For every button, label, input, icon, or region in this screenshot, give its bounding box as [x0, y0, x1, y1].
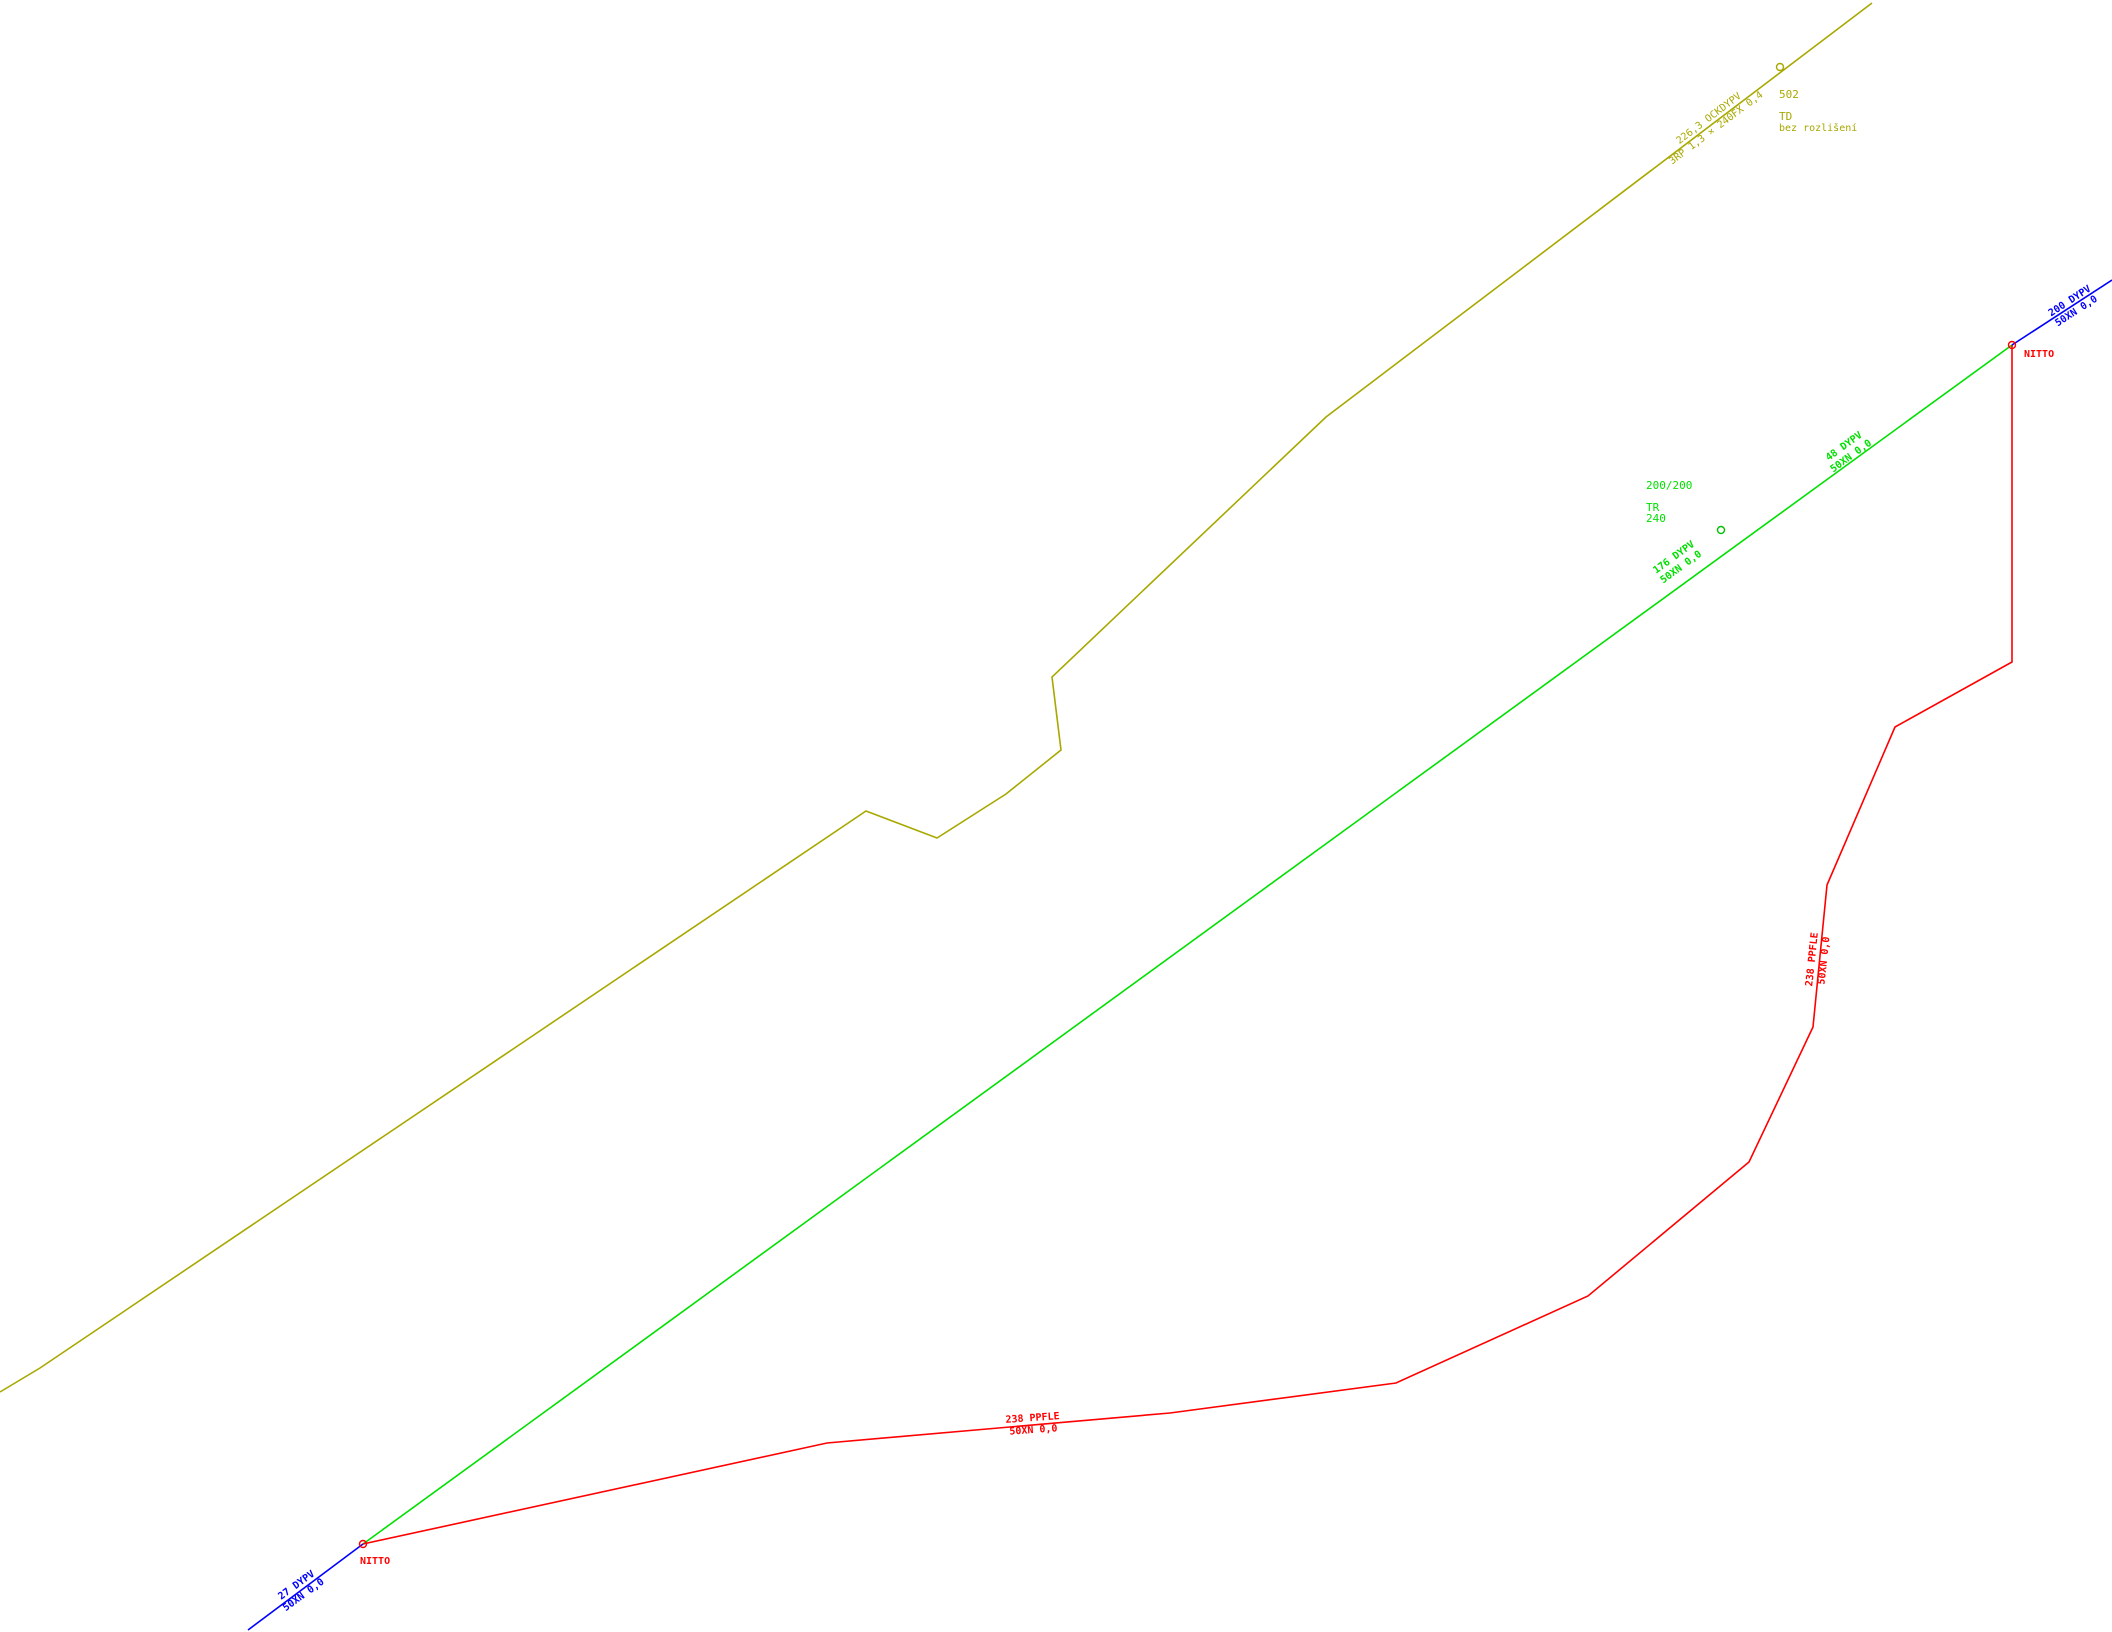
node-marker-top-right[interactable] [2007, 340, 2017, 350]
blue-stub-top[interactable] [2011, 279, 2112, 346]
green-cable-route[interactable] [362, 344, 2013, 1545]
olive-node-number: 502 [1779, 88, 1799, 101]
olive-node-note: bez rozlišení [1779, 122, 1857, 134]
red-cable-route[interactable] [362, 345, 2013, 1545]
olive-cable-route[interactable] [0, 2, 1873, 1393]
olive-node-marker[interactable] [1775, 62, 1785, 72]
red-right-label-2: 50XN 0,0 [1816, 936, 1832, 985]
olive-node-type: TD [1779, 110, 1792, 123]
node-marker-bottom-left[interactable] [358, 1539, 368, 1549]
green-header-2: TR [1646, 501, 1660, 514]
blue-stub-bottom[interactable] [247, 1543, 364, 1631]
red-bottom-label-2: 50XN 0,0 [1009, 1423, 1058, 1437]
node-label-top-right: NITTO [2024, 349, 2054, 360]
node-label-bottom-left: NITTO [360, 1556, 390, 1567]
green-header-3: 240 [1646, 512, 1666, 525]
olive-cable-label-2: 3RP 1,3 × 240FX 0,4 [1667, 90, 1765, 168]
green-joint-marker[interactable] [1716, 525, 1726, 535]
red-bottom-label-1: 238 PPFLE [1005, 1411, 1060, 1426]
green-header-1: 200/200 [1646, 479, 1692, 492]
